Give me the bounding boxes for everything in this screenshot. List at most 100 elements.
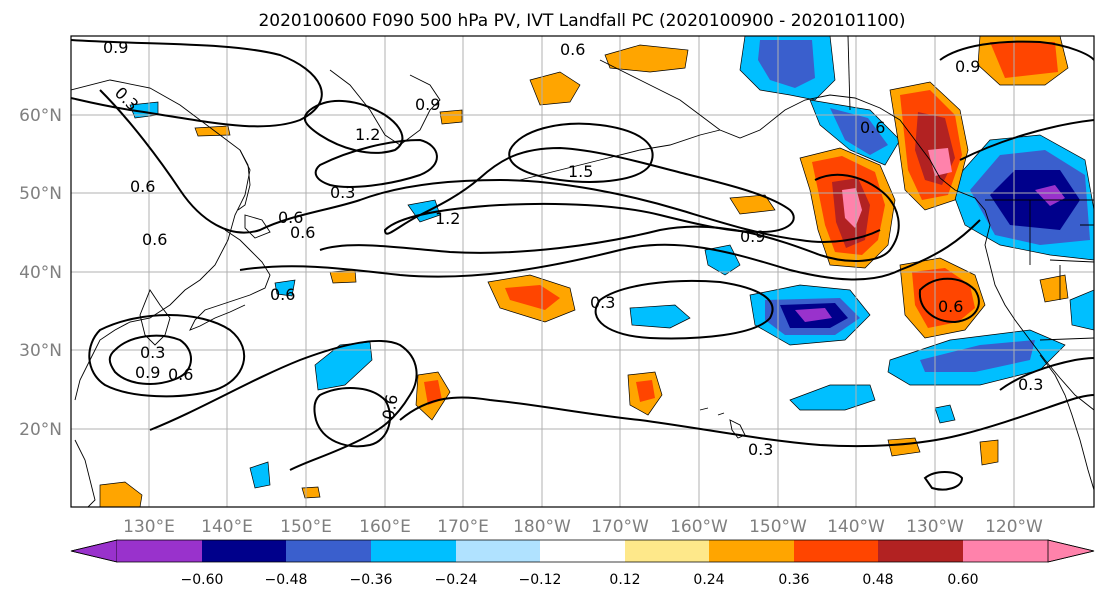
- contour-label: 0.3: [748, 440, 773, 459]
- positive-anomaly-small-9: [439, 109, 463, 125]
- contour-label: 0.6: [379, 393, 402, 421]
- lon-tick-label: 140°E: [201, 517, 253, 537]
- negative-anomaly-small-9: [249, 461, 271, 489]
- colorbar-bin: [371, 540, 456, 562]
- positive-anomaly-small-7: [329, 269, 357, 284]
- negative-anomaly-small-10: [934, 404, 956, 424]
- colorbar-tick-labels: −0.60 −0.48 −0.36 −0.24 −0.12 0.12 0.24 …: [181, 572, 979, 588]
- lat-tick-label: 30°N: [19, 341, 62, 361]
- coast-hokkaido: [244, 214, 271, 239]
- pv-contour-0.3-subtropic: [399, 394, 1094, 448]
- contour-label: 0.6: [130, 177, 155, 196]
- coast-japan: [189, 229, 271, 331]
- pv-contour-0.6-nw: [99, 89, 881, 243]
- coast-aleutians: [519, 129, 721, 181]
- contour-label: 0.6: [278, 208, 303, 227]
- positive-anomaly-small-6: [979, 439, 999, 466]
- colorbar-extend-low: [70, 539, 118, 563]
- contour-label: 0.6: [860, 118, 885, 137]
- negative-anomaly-small-2: [629, 304, 691, 329]
- colorbar-bin: [709, 540, 794, 562]
- contour-label: 0.9: [955, 57, 980, 76]
- pv-contour-0.3-kamchatka: [314, 138, 438, 188]
- positive-anomaly-gulf-alaska-max: [842, 188, 862, 228]
- negative-anomaly-central-max: [795, 308, 832, 322]
- colorbar-tick-label: 0.36: [778, 572, 809, 588]
- positive-anomaly-dateline-core: [505, 285, 560, 310]
- pv-contour-0.9-ne: [939, 40, 1094, 61]
- positive-anomaly-small-11: [301, 486, 321, 499]
- lon-tick-label: 150°W: [749, 517, 807, 537]
- pv-contour-0.9-sw: [108, 334, 192, 385]
- border-alaska-canada: [847, 36, 851, 111]
- map-panel: 0.9 0.3 0.6 1.2 0.3 0.6 0.6 0.6 1.2 0.6 …: [70, 35, 1095, 508]
- colorbar-tick-label: −0.36: [350, 572, 393, 588]
- contour-label: 0.6: [290, 223, 315, 242]
- colorbar-tick-label: 0.60: [947, 572, 978, 588]
- lon-tick-label: 150°E: [280, 517, 332, 537]
- positive-anomaly-small-3: [729, 194, 776, 215]
- positive-anomaly-small-8: [194, 125, 231, 137]
- positive-anomaly-small-10: [99, 481, 143, 507]
- border-us-mexico: [1039, 337, 1094, 341]
- colorbar: [70, 539, 1095, 563]
- contour-label: 0.9: [415, 95, 440, 114]
- contour-label: 0.3: [330, 183, 355, 202]
- colorbar-bin: [878, 540, 963, 562]
- colorbar-extend-high: [1047, 539, 1095, 563]
- coastlines: [71, 36, 1094, 507]
- coast-kamchatka: [329, 69, 441, 146]
- pv-contour-0.3-east: [999, 357, 1094, 391]
- negative-anomaly-small-8: [274, 279, 296, 297]
- lat-tick-label: 20°N: [19, 420, 62, 440]
- contour-label: 0.9: [740, 227, 765, 246]
- pv-contour-small: [923, 471, 964, 491]
- pv-contour-1.5: [508, 122, 654, 183]
- colorbar-outline: [70, 539, 1095, 563]
- negative-anomaly-alaska-2-core: [830, 108, 888, 155]
- pv-contour-0.3-center: [594, 279, 774, 340]
- contour-label: 0.6: [560, 40, 585, 59]
- contour-label: 0.9: [103, 38, 128, 57]
- lon-tick-label: 130°E: [123, 517, 175, 537]
- colorbar-bin: [117, 540, 202, 562]
- contour-label: 0.3: [140, 343, 165, 362]
- pv-contour-0.3-ne: [959, 119, 1094, 161]
- pv-contour-1.2-kamchatka: [303, 99, 404, 154]
- coast-korea: [139, 289, 171, 346]
- colorbar-tick-label: 0.12: [609, 572, 640, 588]
- positive-anomaly-north-1-core: [990, 42, 1058, 78]
- lat-tick-label: 40°N: [19, 263, 62, 283]
- pv-contour-0.3-south: [149, 339, 418, 471]
- coast-alaska: [599, 59, 986, 211]
- coast-asia-north: [71, 79, 251, 401]
- contour-label: 0.6: [270, 285, 295, 304]
- lon-tick-label: 160°E: [359, 517, 411, 537]
- lat-tick-label: 50°N: [19, 184, 62, 204]
- colorbar-bin: [540, 540, 625, 562]
- coast-philippines: [74, 439, 96, 507]
- lon-tick-labels: 130°E 140°E 150°E 160°E 170°E 180°W 170°…: [123, 517, 1043, 537]
- coast-na-west: [984, 209, 1094, 411]
- shaded-anomalies: [99, 36, 1094, 507]
- colorbar-bin: [794, 540, 878, 562]
- colorbar-tick-label: −0.60: [181, 572, 224, 588]
- pv-contour-0.6-ne: [918, 277, 980, 324]
- border-states: [1029, 200, 1094, 300]
- negative-anomaly-alaska-core: [758, 40, 815, 88]
- contour-label: 0.3: [590, 293, 615, 312]
- colorbar-tick-label: 0.24: [693, 572, 724, 588]
- map-frame: [70, 35, 1095, 508]
- colorbar-bin: [963, 540, 1048, 562]
- lon-tick-label: 120°W: [985, 517, 1043, 537]
- lat-tick-label: 60°N: [19, 106, 62, 126]
- contour-label: 0.9: [135, 363, 160, 382]
- negative-anomaly-small-3: [789, 384, 876, 411]
- colorbar-bin: [202, 540, 286, 562]
- colorbar-bin: [456, 540, 540, 562]
- coast-hawaii: [699, 407, 746, 439]
- positive-anomaly-small-1-core: [636, 380, 655, 402]
- colorbar-bin: [625, 540, 709, 562]
- lat-tick-labels: 60°N 50°N 40°N 30°N 20°N: [19, 106, 62, 440]
